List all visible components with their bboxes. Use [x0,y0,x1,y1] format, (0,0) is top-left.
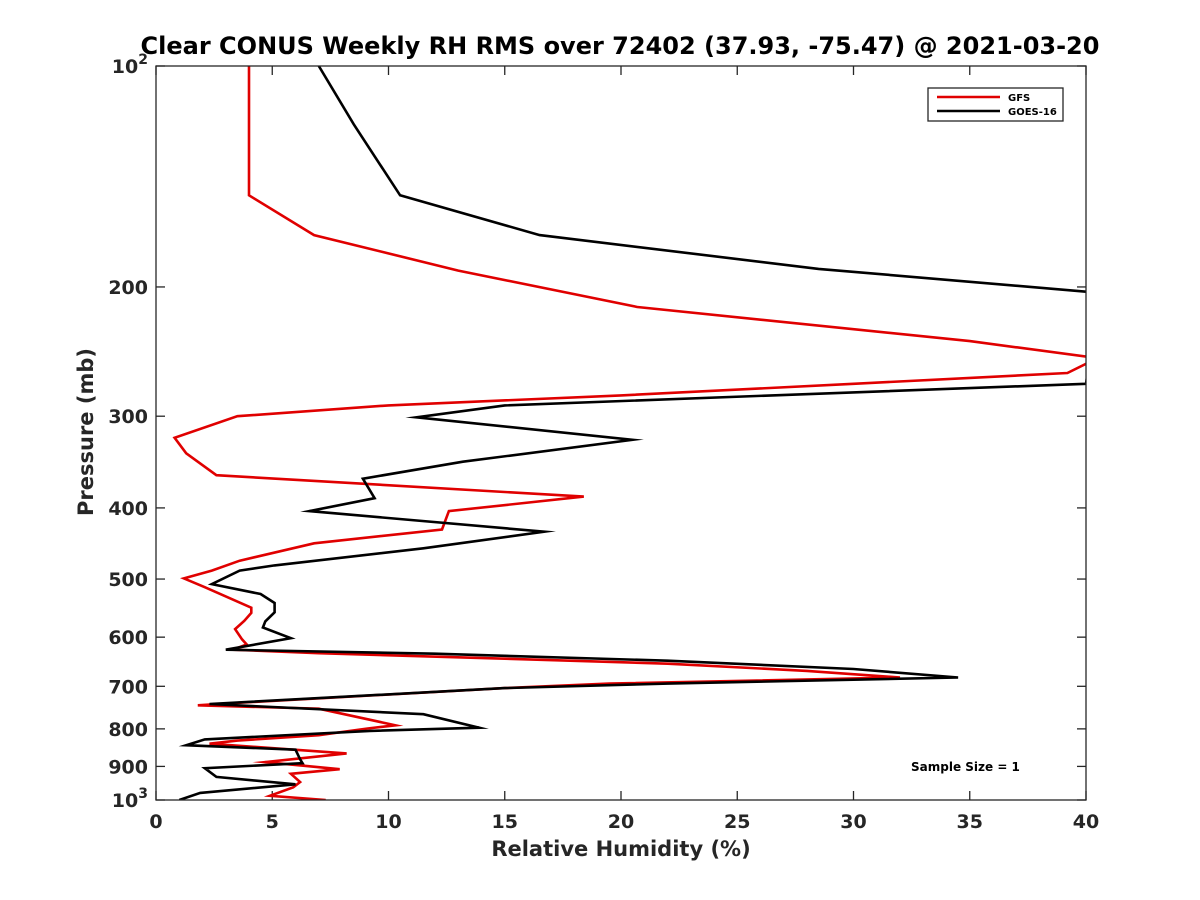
y-tick-label: 900 [108,756,148,778]
chart-title: Clear CONUS Weekly RH RMS over 72402 (37… [141,32,1100,60]
y-tick-label: 800 [108,719,148,741]
y-tick-label: 600 [108,627,148,649]
plot-frame [155,65,1087,801]
x-tick-label: 0 [149,811,162,833]
legend-box [927,87,1064,122]
y-tick-label-base: 400 [108,498,148,520]
y-tick-label: 700 [108,676,148,698]
y-tick-label: 102 [112,52,148,78]
y-tick-label-exponent: 3 [138,786,148,802]
y-tick-label: 103 [112,786,148,812]
y-tick-label-base: 10 [112,56,138,78]
y-tick-label: 300 [108,406,148,428]
legend: GFS GOES-16 [927,87,1064,122]
y-tick-label: 500 [108,569,148,591]
x-tick-label: 15 [492,811,518,833]
y-tick-label-base: 900 [108,756,148,778]
legend-label: GFS [1008,93,1030,104]
x-tick-label: 20 [608,811,634,833]
y-tick-label-base: 10 [112,790,138,812]
x-tick-label: 35 [957,811,983,833]
x-tick-label: 40 [1073,811,1099,833]
series-layer [172,66,1086,800]
series-line-gfs [172,66,1086,800]
x-tick-label: 25 [724,811,750,833]
y-tick-label: 400 [108,498,148,520]
y-tick-label-base: 700 [108,676,148,698]
y-axis-label: Pressure (mb) [74,348,98,516]
y-tick-label: 200 [108,277,148,299]
x-tick-label: 5 [266,811,279,833]
y-tick-label-base: 500 [108,569,148,591]
x-tick-label: 10 [375,811,401,833]
series-line-goes-16 [178,66,1086,800]
y-tick-label-base: 600 [108,627,148,649]
y-tick-label-base: 200 [108,277,148,299]
y-tick-label-base: 300 [108,406,148,428]
sample-size-annotation: Sample Size = 1 [911,760,1020,774]
x-axis-label: Relative Humidity (%) [491,837,750,861]
y-tick-label-base: 800 [108,719,148,741]
legend-label: GOES-16 [1008,107,1057,118]
x-tick-label: 30 [840,811,866,833]
x-axis-ticks: 0 5 10 15 20 25 30 35 40 [149,66,1099,833]
y-tick-label-exponent: 2 [138,52,148,68]
